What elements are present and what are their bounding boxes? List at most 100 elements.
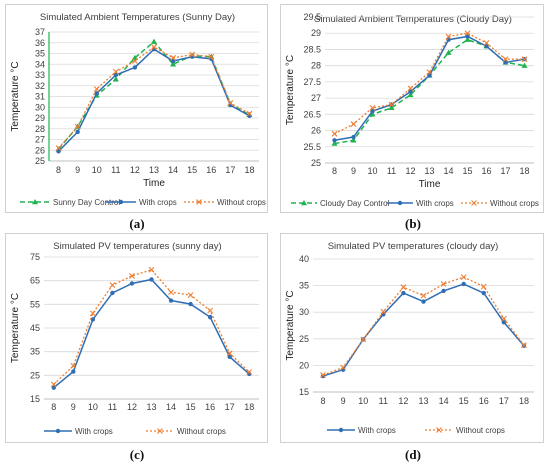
chart-a-svg: Simulated Ambient Temperatures (Sunny Da… bbox=[10, 12, 266, 207]
legend-item: Without crops bbox=[184, 198, 266, 207]
y-tick-label: 31 bbox=[35, 92, 45, 102]
y-tick-label: 25 bbox=[35, 156, 45, 166]
x-tick-label: 15 bbox=[186, 402, 196, 412]
legend-item: With crops bbox=[44, 427, 113, 436]
data-point bbox=[149, 277, 154, 282]
data-point bbox=[464, 30, 471, 37]
legend-label: Without crops bbox=[177, 427, 226, 436]
chart-title: Simulated PV temperatures (sunny day) bbox=[53, 241, 221, 252]
chart-title: Simulated PV temperatures (cloudy day) bbox=[328, 241, 499, 252]
series-line bbox=[334, 35, 525, 142]
data-point bbox=[501, 320, 507, 325]
x-tick-label: 14 bbox=[443, 166, 453, 176]
legend-marker bbox=[157, 428, 163, 434]
chart-title: Simulated Ambient Temperatures (Sunny Da… bbox=[40, 12, 235, 23]
data-point bbox=[110, 290, 115, 296]
legend-item: With crops bbox=[106, 198, 177, 207]
data-point bbox=[350, 121, 357, 127]
legend-marker bbox=[196, 199, 202, 205]
series-control bbox=[55, 38, 253, 152]
legend-marker bbox=[471, 200, 477, 206]
legend-label: Without crops bbox=[456, 426, 505, 435]
y-tick-label: 27 bbox=[35, 135, 45, 145]
series-without bbox=[331, 30, 528, 137]
data-point bbox=[521, 342, 527, 349]
x-tick-label: 10 bbox=[358, 396, 368, 406]
data-point bbox=[170, 61, 177, 67]
data-point bbox=[74, 123, 81, 130]
data-point bbox=[75, 129, 80, 135]
legend-label: With crops bbox=[139, 198, 177, 207]
series-line bbox=[53, 269, 250, 385]
data-point bbox=[407, 91, 414, 98]
y-tick-label: 35 bbox=[30, 347, 40, 357]
data-point bbox=[369, 111, 376, 117]
x-tick-label: 16 bbox=[206, 165, 216, 175]
y-axis-title: Temperature °C bbox=[10, 61, 21, 131]
x-tick-label: 12 bbox=[405, 166, 415, 176]
legend-marker bbox=[32, 199, 38, 205]
series-without bbox=[50, 266, 253, 388]
chart-c-svg: Simulated PV temperatures (sunny day) 15 2… bbox=[10, 241, 259, 436]
x-tick-label: 18 bbox=[244, 165, 254, 175]
y-tick-label: 15 bbox=[299, 387, 309, 397]
data-point bbox=[187, 292, 194, 298]
y-tick-label: 25 bbox=[299, 334, 309, 344]
series-line bbox=[322, 283, 525, 377]
data-point bbox=[331, 130, 338, 137]
data-point bbox=[351, 134, 356, 140]
data-point bbox=[407, 85, 414, 92]
y-tick-label: 27.5 bbox=[303, 77, 321, 87]
x-tick-label: 10 bbox=[367, 166, 377, 176]
legend-item: Without crops bbox=[146, 427, 226, 436]
data-point bbox=[131, 54, 138, 60]
y-tick-label: 28 bbox=[311, 61, 321, 71]
data-point bbox=[421, 299, 426, 304]
y-tick-label: 30 bbox=[299, 307, 309, 317]
data-point bbox=[132, 58, 138, 64]
data-point bbox=[503, 60, 508, 65]
data-point bbox=[331, 140, 338, 146]
y-tick-label: 26 bbox=[35, 145, 45, 155]
data-point bbox=[71, 369, 76, 374]
chart-panel-b: Simulated Ambient Temperatures (Cloudy D… bbox=[280, 4, 544, 213]
data-point bbox=[151, 38, 157, 44]
data-point bbox=[502, 56, 509, 63]
y-tick-label: 26.5 bbox=[303, 109, 321, 119]
y-tick-label: 15 bbox=[30, 394, 40, 404]
data-point bbox=[441, 288, 446, 294]
series-without bbox=[320, 274, 527, 378]
caption-c: (c) bbox=[129, 447, 145, 462]
data-point bbox=[460, 274, 467, 280]
y-tick-label: 25 bbox=[311, 158, 321, 168]
data-point bbox=[483, 40, 490, 46]
data-point bbox=[227, 100, 234, 106]
data-point bbox=[129, 273, 135, 279]
data-point bbox=[207, 307, 214, 314]
legend-label: Without crops bbox=[217, 198, 266, 207]
data-point bbox=[56, 149, 61, 154]
x-tick-label: 18 bbox=[519, 396, 529, 406]
data-point bbox=[465, 34, 470, 39]
data-point bbox=[129, 281, 135, 286]
x-tick-label: 9 bbox=[351, 166, 356, 176]
legend-item: With crops bbox=[387, 199, 454, 208]
x-tick-label: 11 bbox=[111, 165, 120, 175]
x-tick-label: 11 bbox=[108, 402, 117, 412]
data-point bbox=[93, 86, 100, 92]
data-point bbox=[109, 282, 116, 289]
data-point bbox=[226, 350, 233, 357]
data-point bbox=[445, 49, 452, 55]
x-tick-label: 15 bbox=[459, 396, 469, 406]
data-point bbox=[481, 290, 486, 296]
data-point bbox=[370, 108, 375, 114]
x-tick-label: 12 bbox=[398, 396, 408, 406]
legend-label: Sunny Day Control bbox=[53, 198, 120, 207]
legend-label: With crops bbox=[358, 426, 396, 435]
chart-d-svg: Simulated PV temperatures (cloudy day) 15… bbox=[285, 241, 534, 435]
data-point bbox=[168, 289, 174, 296]
y-tick-label: 27 bbox=[311, 93, 321, 103]
data-point bbox=[440, 281, 447, 287]
legend-marker bbox=[338, 427, 344, 433]
y-tick-label: 25.5 bbox=[303, 142, 321, 152]
